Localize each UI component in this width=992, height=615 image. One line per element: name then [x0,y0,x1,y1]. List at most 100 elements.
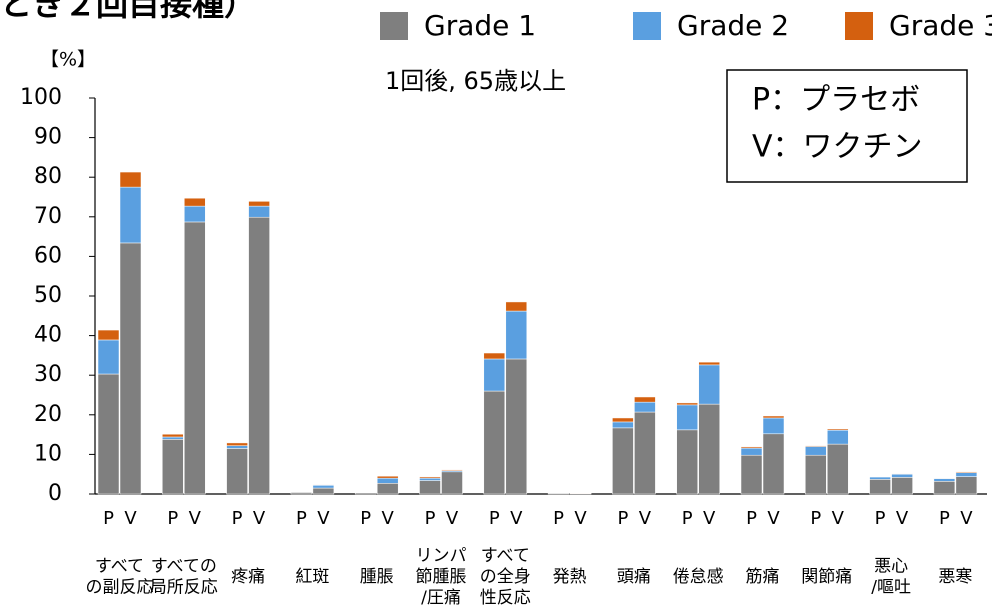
bar-segment [483,358,506,392]
bar-segment [805,446,827,456]
legend-swatch [845,12,873,40]
bar-segment [955,476,978,495]
y-axis-label: 【%】 [40,49,96,71]
legend-label: Grade 2 [677,9,789,42]
bar-segment [162,433,184,438]
bar-segment [891,477,913,495]
y-tick-label: 0 [48,481,62,506]
bar-label: V [896,508,909,529]
bar-segment [805,454,827,495]
bar-segment [762,433,785,495]
bar-segment [226,442,248,446]
bar-segment [184,197,206,207]
x-tick-label: すべて [481,546,530,566]
bar-label: V [767,508,780,529]
x-tick-label: の全身 [480,567,531,587]
bar-segment [505,301,528,312]
bar-label: P [617,508,628,529]
legend-swatch [380,12,408,40]
bar-segment [827,429,849,445]
bar-segment [97,329,120,341]
bar-label: P [296,508,307,529]
y-tick-label: 50 [34,283,62,308]
bar-segment [419,477,441,481]
y-tick-label: 100 [20,85,62,110]
legend-swatch [633,12,661,40]
bar-segment [184,205,206,223]
bar-segment [634,396,656,403]
bar-segment [891,473,913,478]
bar-segment [376,477,399,484]
note-text: P：プラセボ [752,83,920,118]
x-tick-label: 筋痛 [746,567,780,587]
bar-segment [698,364,720,405]
bar-label: V [124,508,137,529]
bar-segment [955,472,978,477]
bar-label: V [832,508,845,529]
bar-segment [312,485,335,489]
x-tick-label: 悪寒 [938,567,972,587]
bar-segment [676,404,698,431]
bar-segment [184,221,206,495]
bar-label: V [510,508,523,529]
bar-segment [97,339,120,375]
bar-label: P [682,508,693,529]
bar-segment [740,446,763,449]
bar-segment [441,469,463,471]
y-tick-label: 30 [34,362,62,387]
bar-segment [505,310,528,360]
x-tick-label: すべての [151,557,217,577]
y-tick-label: 90 [34,125,62,150]
x-tick-label: /嘔吐 [871,578,911,598]
bar-label: V [446,508,459,529]
bar-segment [226,445,248,449]
bar-segment [248,205,270,218]
bar-segment [869,479,891,495]
bar-segment [483,390,506,495]
bar-label: V [189,508,202,529]
bar-segment [119,186,142,244]
bar-segment [634,401,656,413]
annotation: 1回後, 65歳以上 [385,67,566,95]
bar-segment [698,403,720,495]
bar-label: V [639,508,652,529]
x-tick-label: 節腫脹 [416,567,467,587]
bar-segment [419,476,441,479]
chart-title: とき２回目接種） [0,0,256,23]
bar-label: P [232,508,243,529]
bar-label: V [317,508,330,529]
bar-segment [869,476,891,480]
y-tick-label: 60 [34,243,62,268]
bar-segment [698,361,720,366]
bar-segment [483,352,506,360]
bar-segment [376,483,399,495]
y-tick-label: 80 [34,164,62,189]
bar-segment [612,417,634,423]
bar-label: V [253,508,266,529]
bar-segment [162,439,184,495]
x-tick-label: 発熱 [553,567,587,587]
x-tick-label: の副反応 [86,578,154,598]
x-tick-label: 疼痛 [231,567,265,587]
bar-label: V [574,508,587,529]
bar-segment [955,471,978,473]
bar-segment [762,417,785,435]
bar-segment [827,443,849,495]
bar-segment [612,421,634,429]
bar-segment [740,454,763,495]
bar-segment [97,373,120,495]
y-tick-label: 20 [34,402,62,427]
bar-segment [676,402,698,406]
bar-label: P [875,508,886,529]
bar-segment [676,429,698,495]
bar-segment [376,475,399,479]
x-tick-label: すべて [95,557,144,577]
x-tick-label: /圧痛 [421,588,461,608]
bar-label: P [746,508,757,529]
bar-segment [119,242,142,495]
y-tick-label: 40 [34,323,62,348]
bar-label: P [425,508,436,529]
bar-label: P [167,508,178,529]
bar-segment [505,358,528,495]
